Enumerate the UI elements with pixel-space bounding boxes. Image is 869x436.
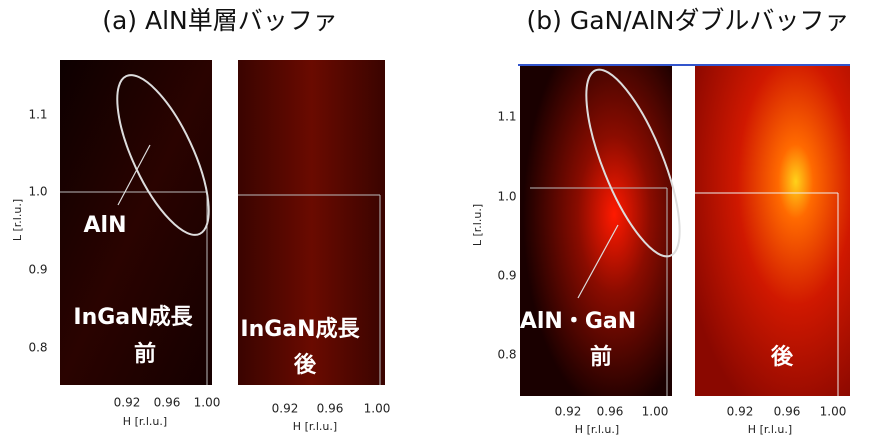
- y-axis-label: L [r.l.u.]: [11, 199, 24, 241]
- y-tick-label: 1.0: [497, 190, 516, 204]
- y-tick-label: 0.8: [497, 348, 516, 362]
- x-tick-label: 0.96: [317, 402, 344, 416]
- y-tick-label: 0.8: [28, 341, 47, 355]
- x-tick-label: 0.92: [114, 396, 141, 410]
- x-tick-label: 1.00: [642, 405, 669, 419]
- x-tick-label: 0.96: [154, 396, 181, 410]
- annotation: 後: [293, 352, 317, 378]
- x-tick-label: 1.00: [364, 402, 391, 416]
- x-axis-label: H [r.l.u.]: [748, 423, 792, 436]
- x-tick-label: 1.00: [820, 405, 847, 419]
- x-tick-label: 0.92: [272, 402, 299, 416]
- panel-title: (b) GaN/AlNダブルバッファ: [527, 6, 850, 35]
- annotation: 前: [590, 344, 612, 370]
- y-tick-label: 1.1: [497, 110, 516, 124]
- y-tick-label: 1.0: [28, 185, 47, 199]
- annotation: AlN: [84, 213, 127, 238]
- panel-title: (a) AlN単層バッファ: [102, 6, 338, 35]
- y-axis-label: L [r.l.u.]: [471, 204, 484, 246]
- y-tick-label: 0.9: [28, 263, 47, 277]
- x-tick-label: 0.92: [727, 405, 754, 419]
- annotation: InGaN成長: [240, 317, 360, 342]
- annotation: InGaN成長: [73, 305, 193, 330]
- annotation: 後: [770, 344, 794, 370]
- annotation: 前: [134, 341, 156, 367]
- x-tick-label: 1.00: [194, 396, 221, 410]
- x-tick-label: 0.96: [774, 405, 801, 419]
- x-axis-label: H [r.l.u.]: [575, 423, 619, 436]
- x-axis-label: H [r.l.u.]: [123, 415, 167, 428]
- figure: (a) AlN単層バッファ L [r.l.u.] 1.1 1.0 0.9 0.8…: [0, 0, 869, 436]
- page: {"panel_a": {"title": "(a) AlN単層バッファ", "…: [0, 0, 869, 436]
- y-tick-label: 1.1: [28, 108, 47, 122]
- x-tick-label: 0.92: [555, 405, 582, 419]
- x-tick-label: 0.96: [597, 405, 624, 419]
- x-axis-label: H [r.l.u.]: [293, 420, 337, 433]
- annotation: AlN・GaN: [520, 309, 636, 334]
- y-tick-label: 0.9: [497, 269, 516, 283]
